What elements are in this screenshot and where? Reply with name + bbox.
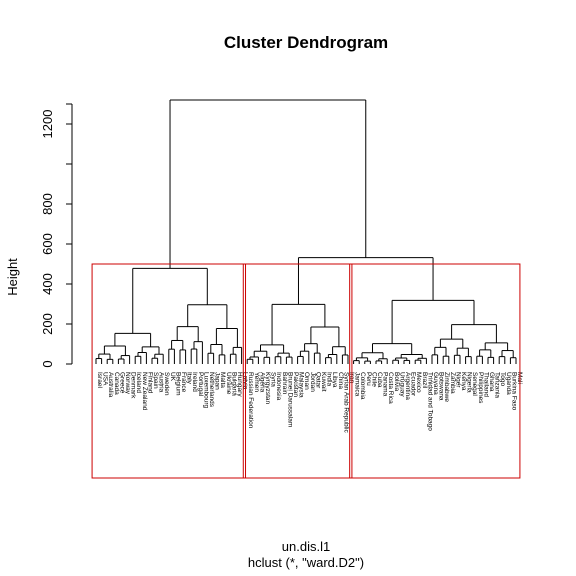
leaf-label: Syrian Arab Republic bbox=[342, 372, 349, 433]
chart-title: Cluster Dendrogram bbox=[224, 33, 388, 52]
leaf-label: Bulgaria bbox=[230, 372, 237, 396]
leaf-label: Zambia bbox=[449, 372, 456, 394]
leaf-label: Italy bbox=[186, 372, 193, 385]
leaf-label: Russian Federation bbox=[247, 372, 254, 429]
leaf-label: Malaysia bbox=[298, 372, 305, 398]
leaf-label: Thailand bbox=[482, 372, 489, 397]
leaf-label: Botswana bbox=[438, 372, 445, 401]
method-sublabel: hclust (*, "ward.D2") bbox=[248, 555, 364, 570]
leaf-label: Guyana bbox=[432, 372, 439, 395]
leaf-label: Qatar bbox=[314, 372, 321, 389]
leaf-label: Argentina bbox=[404, 372, 411, 400]
leaf-label: Luxembourg bbox=[202, 372, 209, 409]
leaf-label: Libya bbox=[331, 372, 338, 388]
leaf-label: Bolivia bbox=[393, 372, 400, 392]
y-axis: 0 200 400 600 800 1200 bbox=[40, 103, 73, 368]
leaf-label: Ireland bbox=[191, 372, 198, 392]
leaf-label: Hungary bbox=[236, 372, 243, 397]
leaf-label: Peru bbox=[365, 372, 372, 386]
leaf-label: Australia bbox=[107, 372, 114, 398]
leaf-label: Kyrgyzstan bbox=[264, 372, 271, 405]
leaf-label: Panama bbox=[382, 372, 389, 397]
leaf-label: Kuwait bbox=[320, 372, 327, 392]
leaf-label: Niger bbox=[454, 372, 461, 388]
leaf-label: Kenya bbox=[460, 372, 467, 391]
y-tick-label: 800 bbox=[40, 193, 55, 215]
leaf-label: Brazil bbox=[421, 372, 428, 389]
y-tick-label: 200 bbox=[40, 313, 55, 335]
leaf-label: Ghana bbox=[488, 372, 495, 392]
y-tick-label: 400 bbox=[40, 273, 55, 295]
y-tick-label: 600 bbox=[40, 233, 55, 255]
leaf-label: Algeria bbox=[258, 372, 265, 393]
leaf-label: Canada bbox=[113, 372, 120, 395]
leaf-label: Chile bbox=[370, 372, 377, 387]
leaf-label: Tanzania bbox=[494, 372, 501, 398]
dendrogram-tree bbox=[95, 99, 517, 364]
leaf-label: Netherlands bbox=[208, 372, 215, 408]
leaf-label: USA bbox=[102, 372, 109, 386]
leaf-label: New Zealand bbox=[141, 372, 148, 411]
leaf-label: Denmark bbox=[130, 372, 137, 399]
y-axis-label: Height bbox=[5, 258, 20, 296]
leaf-label: Jamaica bbox=[354, 372, 361, 397]
x-axis-label: un.dis.l1 bbox=[282, 539, 330, 554]
cluster-box bbox=[349, 263, 521, 479]
cluster-box bbox=[242, 263, 353, 479]
y-tick-label: 0 bbox=[40, 360, 55, 367]
leaf-label: Sweden bbox=[163, 372, 170, 396]
leaf-label: Ukraine bbox=[225, 372, 232, 395]
leaf-label: Uruguay bbox=[398, 372, 405, 397]
leaf-label: Costa Rica bbox=[387, 372, 394, 404]
leaf-label: Philippines bbox=[477, 372, 484, 404]
leaf-label: Cuba bbox=[376, 372, 383, 388]
leaf-label: Syria bbox=[270, 372, 277, 387]
leaf-label: France bbox=[180, 372, 187, 393]
leaf-label: Jordan bbox=[309, 372, 316, 392]
leaf-label: Israel bbox=[96, 372, 103, 388]
cluster-boxes bbox=[91, 263, 521, 479]
leaf-label: Indonesia bbox=[275, 372, 282, 401]
leaf-label: Norway bbox=[124, 372, 131, 395]
leaf-label: China bbox=[337, 372, 344, 389]
leaf-labels: IsraelUSAAustraliaCanadaGreeceNorwayDenm… bbox=[96, 372, 523, 433]
leaf-label: Oman bbox=[303, 372, 310, 390]
leaf-label: Zimbabwe bbox=[443, 372, 450, 402]
leaf-label: Ecuador bbox=[410, 372, 417, 397]
leaf-label: Senegal bbox=[471, 372, 478, 396]
leaf-label: Greece bbox=[118, 372, 125, 394]
leaf-label: Colombia bbox=[359, 372, 366, 400]
leaf-label: India bbox=[326, 372, 333, 386]
leaf-label: Togo bbox=[499, 372, 506, 386]
leaf-label: Iceland bbox=[135, 372, 142, 393]
leaf-label: Finland bbox=[146, 372, 153, 394]
y-tick-label: 1200 bbox=[40, 110, 55, 139]
leaf-label: Mexico bbox=[415, 372, 422, 393]
leaf-label: Uganda bbox=[505, 372, 512, 395]
leaf-label: Burkina Faso bbox=[510, 372, 517, 411]
cluster-box bbox=[91, 263, 247, 479]
leaf-label: Bahrain bbox=[281, 372, 288, 395]
leaf-label: Yemen bbox=[253, 372, 260, 392]
leaf-label: Nigeria bbox=[466, 372, 473, 393]
leaf-label: UK bbox=[169, 372, 176, 382]
leaf-label: Pakistan bbox=[292, 372, 299, 397]
leaf-label: Portugal bbox=[197, 372, 204, 397]
leaf-label: Malta bbox=[219, 372, 226, 388]
leaf-label: Belgium bbox=[174, 372, 181, 395]
leaf-label: Japan bbox=[214, 372, 221, 390]
leaf-label: Brunei Darussalam bbox=[286, 372, 293, 427]
leaf-label: Trinidad and Tobago bbox=[426, 372, 433, 431]
leaf-label: Austria bbox=[158, 372, 165, 393]
leaf-label: Spain bbox=[152, 372, 159, 389]
